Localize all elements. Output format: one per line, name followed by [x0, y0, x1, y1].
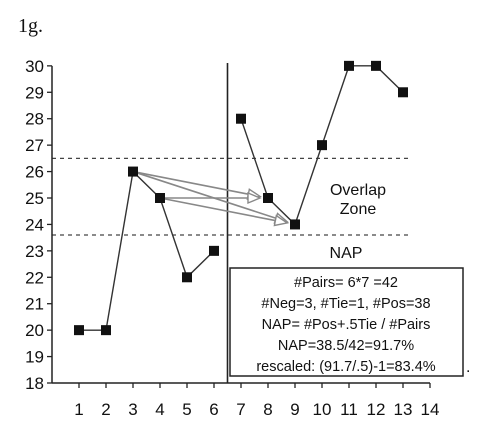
x-tick-label-6: 6: [209, 400, 218, 419]
data-point-2-9: [290, 219, 300, 230]
data-point-1-5: [182, 272, 192, 283]
nap-line-counts: #Neg=3, #Tie=1, #Pos=38: [261, 296, 430, 312]
data-point-2-12: [371, 60, 381, 71]
nap-box: [229, 267, 464, 377]
x-tick-label-7: 7: [236, 400, 245, 419]
figure-label: 1g.: [18, 15, 43, 37]
nap-line-pairs: #Pairs= 6*7 =42: [294, 275, 398, 291]
y-tick-label-29: 29: [25, 83, 44, 102]
x-tick-label-14: 14: [421, 400, 440, 419]
data-point-1-1: [74, 325, 84, 336]
comparison-arrow-1: [132, 170, 249, 195]
y-tick-label-24: 24: [25, 215, 44, 234]
x-tick-label-13: 13: [394, 400, 413, 419]
data-point-2-13: [398, 87, 408, 98]
data-point-2-10: [317, 140, 327, 151]
overlap-zone-label-line-1: Overlap: [330, 182, 386, 199]
y-tick-label-19: 19: [25, 348, 44, 367]
x-tick-label-8: 8: [263, 400, 272, 419]
comparison-arrows: [132, 170, 290, 227]
x-tick-label-2: 2: [101, 400, 110, 419]
y-tick-label-28: 28: [25, 110, 44, 129]
x-tick-label-10: 10: [313, 400, 332, 419]
comparison-arrow-head-4: [273, 214, 289, 227]
x-tick-label-4: 4: [155, 400, 164, 419]
overlap-band-lines: [52, 157, 408, 236]
x-tick-label-1: 1: [74, 400, 83, 419]
x-axis-ticks: 1 2 3 4 5 6 7 8 9 10 11 12 13 14: [74, 383, 439, 419]
comparison-arrow-2: [132, 170, 277, 219]
y-tick-label-21: 21: [25, 295, 44, 314]
data-points: [74, 60, 408, 336]
data-point-2-11: [344, 60, 354, 71]
nap-title: NAP: [330, 245, 363, 262]
nap-line-formula: NAP= #Pos+.5Tie / #Pairs: [262, 317, 431, 333]
data-point-2-7: [236, 113, 246, 124]
y-tick-label-20: 20: [25, 321, 44, 340]
overlap-zone-label-line-2: Zone: [340, 201, 377, 218]
data-point-1-4: [155, 193, 165, 203]
y-tick-label-23: 23: [25, 242, 44, 261]
nap-line-rescaled: rescaled: (91.7/.5)-1=83.4%: [256, 359, 435, 375]
y-tick-label-27: 27: [25, 136, 44, 155]
x-tick-label-12: 12: [367, 400, 386, 419]
x-tick-label-3: 3: [128, 400, 137, 419]
x-tick-label-9: 9: [290, 400, 299, 419]
data-point-2-8: [263, 193, 273, 203]
nap-line-result: NAP=38.5/42=91.7%: [278, 338, 414, 354]
data-point-1-2: [101, 325, 111, 336]
y-tick-label-25: 25: [25, 189, 44, 208]
data-point-1-6: [209, 245, 219, 256]
x-tick-label-11: 11: [340, 400, 358, 419]
data-point-1-3: [128, 166, 138, 177]
series-line-1: [79, 170, 215, 331]
comparison-arrow-head-3: [247, 191, 262, 205]
x-tick-label-5: 5: [182, 400, 191, 419]
trailing-period: .: [466, 359, 470, 376]
y-tick-label-30: 30: [25, 57, 44, 76]
comparison-arrow-4: [159, 197, 276, 222]
y-tick-label-22: 22: [25, 268, 44, 287]
y-axis-ticks: 18 19 20 21 22 23 24 25 26 27 28 29 30: [25, 57, 52, 393]
y-tick-label-26: 26: [25, 163, 44, 182]
y-tick-label-18: 18: [25, 374, 44, 393]
